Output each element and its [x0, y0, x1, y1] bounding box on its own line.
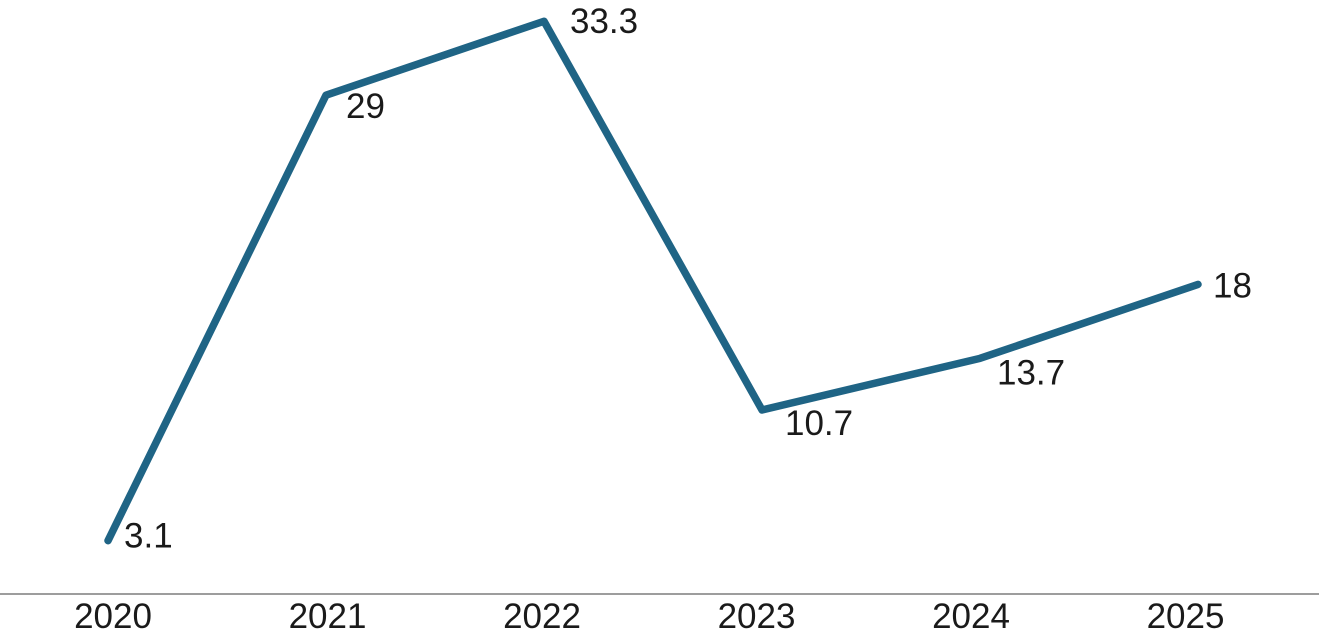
- x-axis-tick-label: 2024: [932, 597, 1010, 636]
- data-label: 10.7: [785, 404, 853, 443]
- x-axis-tick-label: 2020: [74, 597, 152, 636]
- data-label: 18: [1213, 266, 1252, 305]
- data-line: [104, 17, 1202, 545]
- data-label: 3.1: [124, 517, 173, 556]
- data-label: 13.7: [997, 353, 1065, 392]
- x-axis-tick-label: 2021: [289, 597, 367, 636]
- data-label: 33.3: [570, 2, 638, 41]
- data-label: 29: [346, 87, 385, 126]
- x-axis-tick-label: 2025: [1147, 597, 1225, 636]
- x-axis-tick-label: 2023: [718, 597, 796, 636]
- x-axis-tick-label: 2022: [503, 597, 581, 636]
